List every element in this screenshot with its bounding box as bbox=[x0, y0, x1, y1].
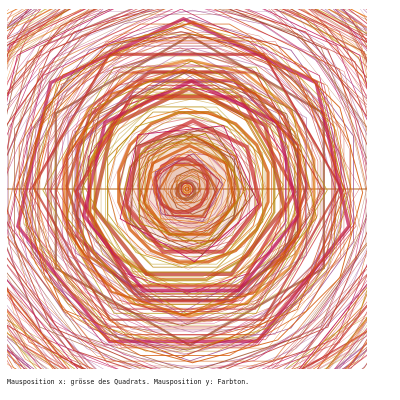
polygon-line bbox=[100, 98, 283, 286]
polygon-line bbox=[7, 9, 367, 369]
polygon-line bbox=[7, 9, 367, 369]
polygon-line bbox=[8, 9, 367, 369]
polygon-fill bbox=[154, 154, 221, 218]
polygon-line bbox=[7, 9, 367, 369]
polygon-line bbox=[153, 157, 210, 214]
polygon-line bbox=[7, 9, 367, 369]
polygon-lines-layer bbox=[7, 9, 367, 369]
polygon-line bbox=[49, 53, 319, 323]
polygon-line bbox=[66, 60, 318, 305]
center-ring bbox=[184, 186, 190, 192]
polygon-line bbox=[13, 25, 347, 359]
polygon-line bbox=[108, 118, 253, 260]
polygon-line bbox=[7, 9, 367, 369]
polygon-line bbox=[119, 117, 263, 257]
polygon-line bbox=[131, 124, 255, 254]
polygon-line bbox=[7, 9, 367, 367]
polygon-line bbox=[47, 43, 333, 330]
polygon-line bbox=[44, 49, 321, 327]
polygon-line bbox=[67, 68, 311, 312]
polygon-fill bbox=[129, 126, 255, 255]
generative-art-canvas[interactable] bbox=[7, 9, 367, 369]
polygon-line bbox=[24, 24, 351, 351]
polygon-fill bbox=[119, 125, 259, 263]
polygon-line bbox=[138, 139, 237, 233]
polygon-line bbox=[28, 54, 344, 328]
polygon-line bbox=[75, 68, 311, 298]
polygon-line bbox=[7, 9, 367, 369]
polygon-line bbox=[7, 9, 367, 369]
polygon-line bbox=[7, 9, 367, 369]
polygon-line bbox=[143, 137, 238, 229]
polygon-line bbox=[7, 9, 367, 369]
polygon-line bbox=[7, 9, 367, 369]
polygon-line bbox=[7, 9, 367, 369]
polygon-line bbox=[176, 171, 200, 199]
polygon-line bbox=[166, 161, 222, 219]
polygon-line bbox=[7, 9, 367, 369]
polygon-line bbox=[7, 9, 367, 369]
polygon-line bbox=[105, 106, 264, 265]
polygon-line bbox=[81, 78, 301, 293]
polygon-line bbox=[94, 99, 281, 286]
polygon-line bbox=[7, 9, 367, 369]
polygon-line bbox=[117, 110, 270, 264]
polygon-line bbox=[7, 9, 367, 362]
polygon-line bbox=[123, 118, 263, 254]
polygon-line bbox=[19, 26, 349, 355]
polygon-line bbox=[141, 139, 235, 233]
polygon-line bbox=[61, 62, 310, 311]
polygon-line bbox=[47, 47, 313, 326]
polygon-line bbox=[55, 73, 323, 305]
instruction-caption: Mausposition x: grösse des Quadrats. Mau… bbox=[7, 378, 250, 386]
polygon-line bbox=[7, 9, 367, 369]
polygon-line bbox=[7, 9, 367, 369]
polygon-line bbox=[107, 111, 264, 268]
polygon-line bbox=[89, 96, 273, 279]
polygon-line bbox=[7, 9, 367, 369]
polygon-line bbox=[7, 9, 367, 369]
polygon-line bbox=[7, 9, 367, 369]
polygon-line bbox=[93, 88, 289, 284]
polygon-line bbox=[90, 85, 295, 295]
polygon-line bbox=[66, 69, 302, 317]
polygon-line bbox=[21, 41, 361, 335]
polygon-line bbox=[18, 23, 352, 356]
polygon-line bbox=[7, 9, 367, 369]
polygon-line bbox=[13, 9, 367, 369]
polygon-line bbox=[35, 37, 345, 347]
polygon-line bbox=[71, 73, 299, 300]
polygon-line bbox=[170, 180, 190, 200]
polygon-line bbox=[46, 42, 336, 332]
polygon-line bbox=[7, 11, 367, 369]
polygon-line bbox=[169, 168, 216, 215]
center-ring bbox=[182, 184, 192, 194]
polygon-line bbox=[14, 9, 367, 369]
polygon-line bbox=[46, 48, 334, 336]
center-ring bbox=[180, 182, 194, 196]
polygon-line bbox=[80, 80, 300, 301]
polygon-line bbox=[49, 59, 316, 326]
polygon-line bbox=[177, 175, 206, 204]
polygon-line bbox=[7, 9, 367, 369]
polygon-line bbox=[23, 19, 350, 355]
polygon-line bbox=[167, 175, 199, 206]
polygon-line bbox=[7, 9, 367, 369]
polygon-line bbox=[144, 138, 229, 236]
